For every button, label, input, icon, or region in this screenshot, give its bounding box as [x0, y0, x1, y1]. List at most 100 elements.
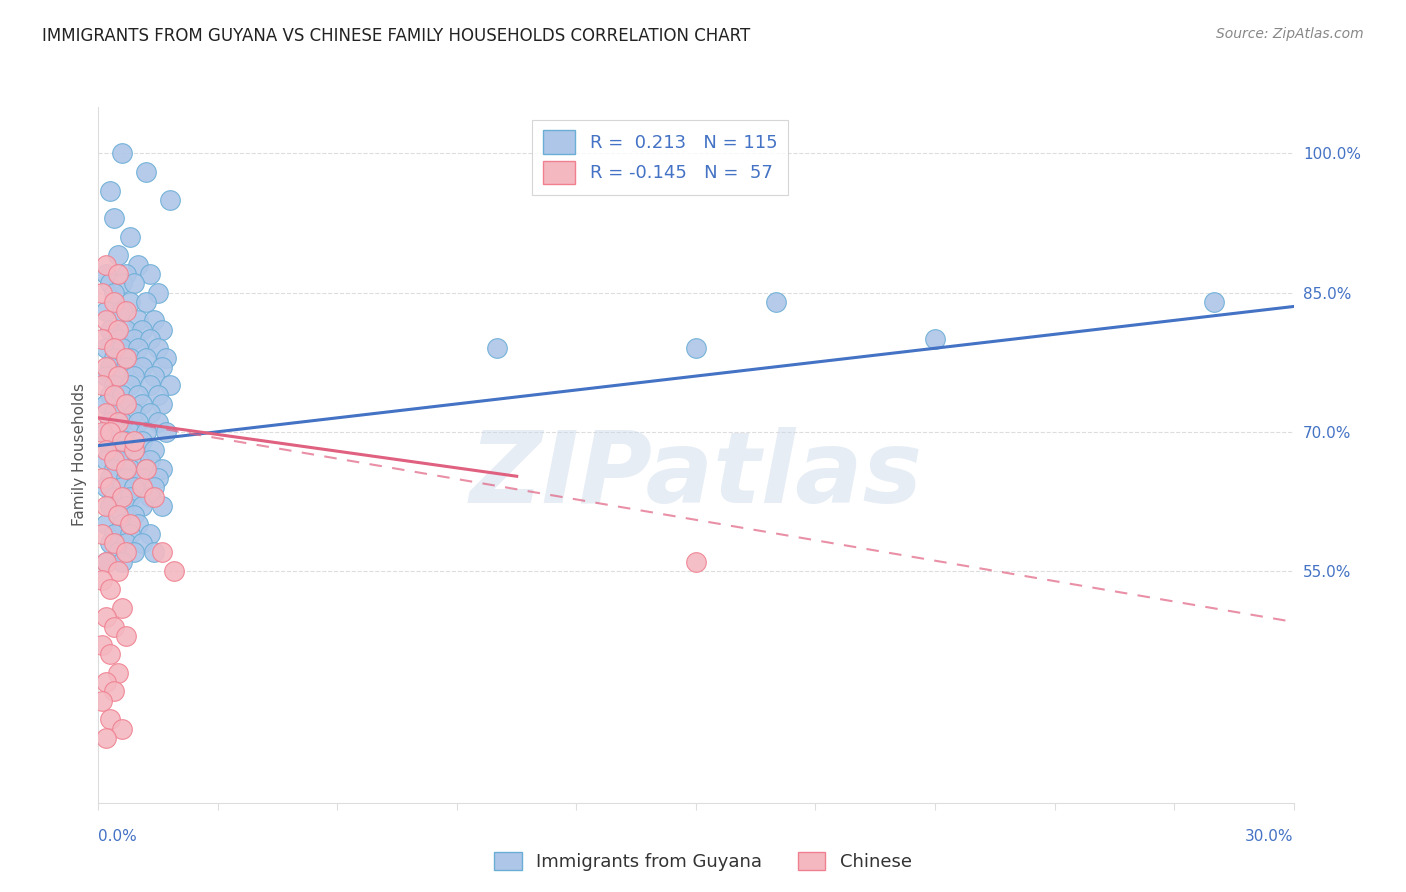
Point [111, 434, 134, 448]
Point [685, 555, 707, 569]
Point [115, 462, 138, 476]
Point [127, 258, 149, 272]
Point [148, 387, 170, 401]
Point [124, 443, 146, 458]
Point [96, 369, 118, 384]
Point [91, 378, 114, 392]
Point [139, 452, 162, 467]
Point [115, 323, 138, 337]
Point [115, 351, 138, 365]
Point [107, 665, 129, 680]
Legend: R =  0.213   N = 115, R = -0.145   N =  57: R = 0.213 N = 115, R = -0.145 N = 57 [531, 120, 789, 194]
Point [96, 341, 118, 355]
Point [98, 416, 122, 430]
Point [143, 490, 166, 504]
Point [111, 722, 134, 736]
Point [111, 490, 134, 504]
Point [103, 462, 125, 476]
Point [111, 416, 134, 430]
Point [131, 397, 153, 411]
Point [96, 443, 118, 458]
Point [111, 601, 134, 615]
Point [124, 508, 146, 523]
Point [107, 508, 129, 523]
Point [1202, 294, 1225, 309]
Point [150, 323, 173, 337]
Point [150, 545, 173, 559]
Point [91, 573, 114, 587]
Point [139, 267, 162, 281]
Point [131, 480, 153, 494]
Point [103, 406, 125, 420]
Point [96, 258, 118, 272]
Point [96, 499, 118, 513]
Point [103, 536, 125, 550]
Point [155, 425, 177, 439]
Point [124, 434, 146, 448]
Point [107, 425, 129, 439]
Point [131, 536, 153, 550]
Point [96, 517, 118, 532]
Point [139, 526, 162, 541]
Point [143, 443, 166, 458]
Point [135, 351, 157, 365]
Point [120, 294, 142, 309]
Point [150, 397, 173, 411]
Point [120, 490, 142, 504]
Point [98, 499, 122, 513]
Point [98, 359, 122, 374]
Point [103, 490, 125, 504]
Point [103, 452, 125, 467]
Text: IMMIGRANTS FROM GUYANA VS CHINESE FAMILY HOUSEHOLDS CORRELATION CHART: IMMIGRANTS FROM GUYANA VS CHINESE FAMILY… [42, 27, 751, 45]
Point [98, 387, 122, 401]
Point [148, 341, 170, 355]
Point [924, 332, 946, 346]
Point [124, 406, 146, 420]
Point [96, 397, 118, 411]
Point [115, 629, 138, 643]
Point [120, 462, 142, 476]
Point [115, 434, 138, 448]
Point [135, 294, 157, 309]
Point [96, 359, 118, 374]
Point [96, 267, 118, 281]
Point [96, 555, 118, 569]
Point [111, 277, 134, 291]
Point [159, 378, 181, 392]
Point [98, 712, 122, 726]
Point [103, 294, 125, 309]
Point [120, 517, 142, 532]
Point [96, 452, 118, 467]
Text: 0.0%: 0.0% [98, 829, 138, 844]
Point [107, 564, 129, 578]
Point [96, 425, 118, 439]
Point [96, 555, 118, 569]
Point [131, 323, 153, 337]
Point [107, 248, 129, 262]
Point [103, 211, 125, 226]
Point [103, 526, 125, 541]
Point [103, 285, 125, 300]
Point [107, 452, 129, 467]
Point [135, 165, 157, 179]
Point [107, 416, 129, 430]
Point [143, 313, 166, 327]
Point [124, 545, 146, 559]
Point [120, 351, 142, 365]
Point [131, 434, 153, 448]
Point [107, 369, 129, 384]
Point [103, 351, 125, 365]
Point [139, 332, 162, 346]
Point [103, 387, 125, 401]
Point [115, 267, 138, 281]
Point [127, 313, 149, 327]
Point [163, 564, 186, 578]
Point [148, 285, 170, 300]
Point [103, 684, 125, 698]
Point [143, 369, 166, 384]
Point [120, 378, 142, 392]
Text: Source: ZipAtlas.com: Source: ZipAtlas.com [1216, 27, 1364, 41]
Point [111, 341, 134, 355]
Point [115, 499, 138, 513]
Legend: Immigrants from Guyana, Chinese: Immigrants from Guyana, Chinese [488, 845, 918, 879]
